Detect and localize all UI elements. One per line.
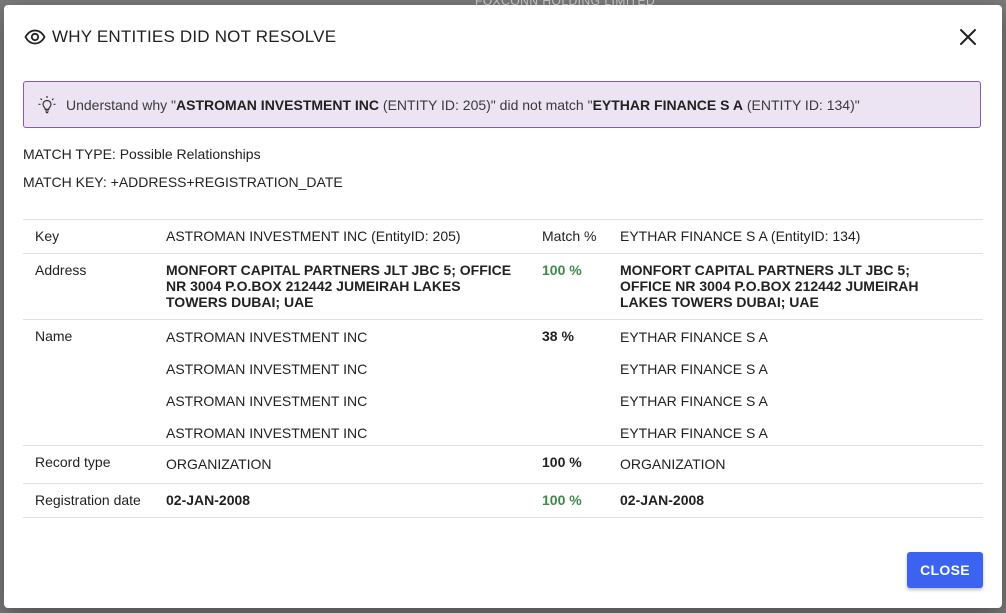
header-left-entity: ASTROMAN INVESTMENT INC (EntityID: 205) xyxy=(166,228,461,244)
right-names: EYTHAR FINANCE S A EYTHAR FINANCE S A EY… xyxy=(620,320,983,445)
right-address: MONFORT CAPITAL PARTNERS JLT JBC 5; OFFI… xyxy=(620,262,919,310)
comparison-table: Key ASTROMAN INVESTMENT INC (EntityID: 2… xyxy=(23,219,983,518)
left-address: MONFORT CAPITAL PARTNERS JLT JBC 5; OFFI… xyxy=(166,262,512,310)
banner-left-entity: ASTROMAN INVESTMENT INC xyxy=(176,96,380,113)
record-type-match: 100 % xyxy=(542,454,582,470)
right-name-4: EYTHAR FINANCE S A xyxy=(620,425,768,441)
right-name-3: EYTHAR FINANCE S A xyxy=(620,393,768,409)
header-key: Key xyxy=(35,228,60,244)
table-header-row: Key ASTROMAN INVESTMENT INC (EntityID: 2… xyxy=(23,219,983,254)
match-type: MATCH TYPE: Possible Relationships xyxy=(23,146,261,162)
table-row: Record type ORGANIZATION 100 % ORGANIZAT… xyxy=(23,445,983,484)
left-registration-date: 02-JAN-2008 xyxy=(166,492,251,508)
info-banner: Understand why "ASTROMAN INVESTMENT INC … xyxy=(23,81,981,128)
table-row: Address MONFORT CAPITAL PARTNERS JLT JBC… xyxy=(23,253,983,320)
dialog-title: WHY ENTITIES DID NOT RESOLVE xyxy=(52,27,337,46)
left-name-4: ASTROMAN INVESTMENT INC xyxy=(166,425,368,441)
name-match: 38 % xyxy=(542,328,574,344)
right-name-2: EYTHAR FINANCE S A xyxy=(620,361,768,377)
row-key: Registration date xyxy=(35,492,141,508)
right-name-1: EYTHAR FINANCE S A xyxy=(620,329,768,345)
dialog-header: WHY ENTITIES DID NOT RESOLVE xyxy=(24,25,982,49)
left-names: ASTROMAN INVESTMENT INC ASTROMAN INVESTM… xyxy=(166,320,542,445)
header-match: Match % xyxy=(542,228,597,244)
left-name-3: ASTROMAN INVESTMENT INC xyxy=(166,393,368,409)
match-key: MATCH KEY: +ADDRESS+REGISTRATION_DATE xyxy=(23,174,343,190)
registration-date-match: 100 % xyxy=(542,492,582,508)
left-name-1: ASTROMAN INVESTMENT INC xyxy=(166,329,368,345)
row-key: Name xyxy=(35,328,73,344)
close-icon[interactable] xyxy=(956,25,980,49)
table-row: Registration date 02-JAN-2008 100 % 02-J… xyxy=(23,483,983,518)
banner-right-entity: EYTHAR FINANCE S A xyxy=(592,96,743,113)
left-name-2: ASTROMAN INVESTMENT INC xyxy=(166,361,368,377)
why-not-resolve-dialog: WHY ENTITIES DID NOT RESOLVE Understand … xyxy=(4,5,1002,608)
header-right-entity: EYTHAR FINANCE S A (EntityID: 134) xyxy=(620,228,861,244)
lightbulb-icon xyxy=(38,95,56,115)
banner-text: Understand why "ASTROMAN INVESTMENT INC … xyxy=(66,96,860,113)
right-registration-date: 02-JAN-2008 xyxy=(620,492,705,508)
eye-icon xyxy=(24,29,46,45)
backdrop-text: FOXCONN HOLDING LIMITED xyxy=(475,0,656,8)
left-record-type: ORGANIZATION xyxy=(166,456,272,472)
table-row: Name ASTROMAN INVESTMENT INC ASTROMAN IN… xyxy=(23,319,983,446)
right-record-type: ORGANIZATION xyxy=(620,456,726,472)
address-match: 100 % xyxy=(542,262,582,278)
row-key: Address xyxy=(35,262,87,278)
close-button[interactable]: CLOSE xyxy=(907,552,983,588)
row-key: Record type xyxy=(35,454,111,470)
